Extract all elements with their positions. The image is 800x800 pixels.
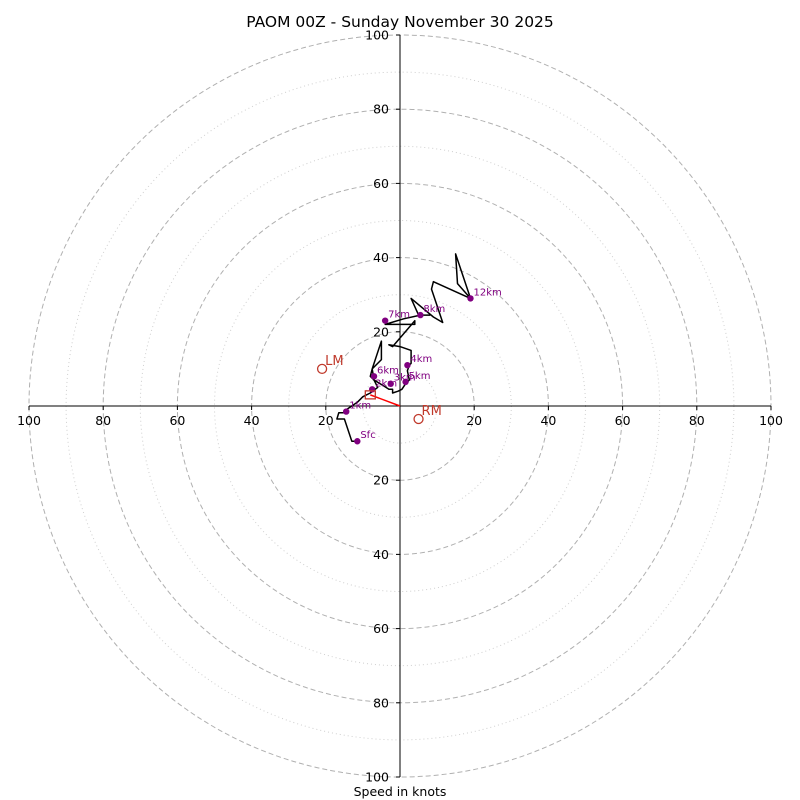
height-marker-4km xyxy=(404,361,411,369)
height-marker-8km xyxy=(417,311,424,319)
y-tick-label: 60 xyxy=(373,176,389,191)
y-tick-label: 100 xyxy=(365,770,389,785)
y-tick-label: 40 xyxy=(373,250,389,265)
hodograph-trace-group xyxy=(336,253,472,442)
x-tick-label: 80 xyxy=(95,413,111,428)
rm-marker xyxy=(413,413,424,425)
hodograph-trace xyxy=(336,253,472,442)
x-tick-label: 40 xyxy=(540,413,556,428)
height-marker-5km xyxy=(402,378,409,386)
height-marker-sfc xyxy=(354,438,361,445)
height-label-6km: 6km xyxy=(377,365,399,376)
height-label-3km: 3km xyxy=(394,373,416,384)
x-tick-label: 20 xyxy=(466,413,482,428)
y-tick-label: 80 xyxy=(373,695,389,710)
height-marker-1km xyxy=(343,408,350,415)
x-tick-label: 100 xyxy=(17,413,41,428)
x-tick-label: 40 xyxy=(244,413,260,428)
height-label-8km: 8km xyxy=(423,304,445,315)
storm-motion: RM LM xyxy=(316,354,442,425)
y-tick-label: 20 xyxy=(373,324,389,339)
chart-title: PAOM 00Z - Sunday November 30 2025 xyxy=(246,13,554,31)
height-label-4km: 4km xyxy=(410,354,432,365)
height-label-12km: 12km xyxy=(473,287,501,298)
height-marker-3km xyxy=(387,380,394,387)
y-tick-label: 40 xyxy=(373,547,389,562)
tick-labels: 100 80 60 40 20 20 40 60 80 100 20 40 60 80 100 20 40 60 8… xyxy=(17,28,783,785)
height-label-5km: 5km xyxy=(409,371,431,382)
x-tick-label: 60 xyxy=(169,413,185,428)
lm-label: LM xyxy=(325,354,343,369)
x-tick-label: 20 xyxy=(318,413,334,428)
height-marker-6km xyxy=(370,373,378,380)
x-tick-label: 100 xyxy=(759,413,783,428)
height-label-1km: 1km xyxy=(349,401,371,412)
height-marker-7km xyxy=(381,317,389,324)
height-marker-12km xyxy=(467,295,474,302)
y-tick-label: 60 xyxy=(373,621,389,636)
x-axis-label: Speed in knots xyxy=(354,784,447,799)
mean-wind-square xyxy=(364,390,376,400)
rm-label: RM xyxy=(422,404,442,419)
x-tick-label: 60 xyxy=(615,413,631,428)
lm-marker xyxy=(316,363,328,375)
height-label-2km: 2km xyxy=(375,378,397,389)
height-label-sfc: Sfc xyxy=(360,430,375,441)
y-tick-label: 100 xyxy=(365,28,389,43)
y-tick-label: 80 xyxy=(373,102,389,117)
x-tick-label: 80 xyxy=(689,413,705,428)
height-label-7km: 7km xyxy=(388,310,410,321)
y-tick-label: 20 xyxy=(373,473,389,488)
